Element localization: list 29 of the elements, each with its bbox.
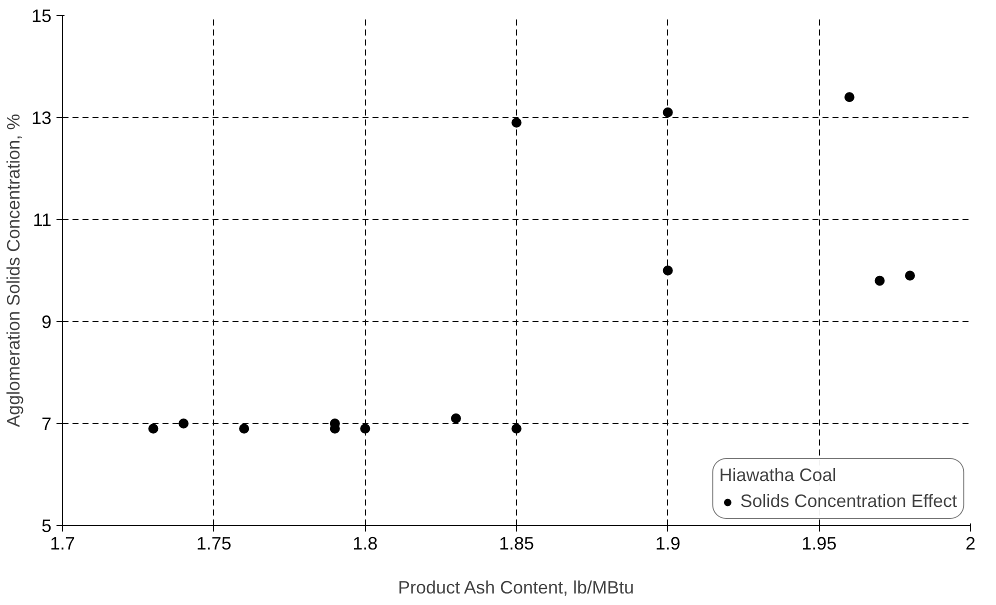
point xyxy=(148,424,158,434)
point xyxy=(512,424,522,434)
x-axis-title: Product Ash Content, lb/MBtu xyxy=(398,578,634,598)
point xyxy=(874,276,885,286)
legend-label: Solids Concentration Effect xyxy=(740,491,957,512)
x-tick-label: 1.75 xyxy=(196,534,232,554)
x-tick-label: 1.85 xyxy=(498,534,534,554)
y-tick-label: 15 xyxy=(31,6,52,26)
x-tick-label: 1.9 xyxy=(655,534,680,554)
x-tick-label: 1.95 xyxy=(802,534,837,554)
point xyxy=(450,413,461,424)
point xyxy=(904,270,915,281)
x-tick-label: 2 xyxy=(965,534,976,554)
point xyxy=(662,107,673,118)
x-tick-label: 1.8 xyxy=(352,534,378,554)
y-tick-label: 11 xyxy=(32,210,52,230)
point xyxy=(178,418,189,428)
y-tick-label: 7 xyxy=(41,414,52,434)
x-tick-label: 1.7 xyxy=(50,534,76,554)
y-axis-title: Agglomeration Solids Concentration, % xyxy=(3,114,24,428)
legend-title: Hiawatha Coal xyxy=(719,465,838,486)
point xyxy=(239,424,250,434)
point xyxy=(662,266,673,276)
y-tick-label: 9 xyxy=(41,312,52,332)
point xyxy=(844,92,854,102)
y-tick-label: 13 xyxy=(31,108,52,128)
point xyxy=(512,118,522,128)
point xyxy=(360,424,370,434)
y-tick-label: 5 xyxy=(41,516,52,536)
